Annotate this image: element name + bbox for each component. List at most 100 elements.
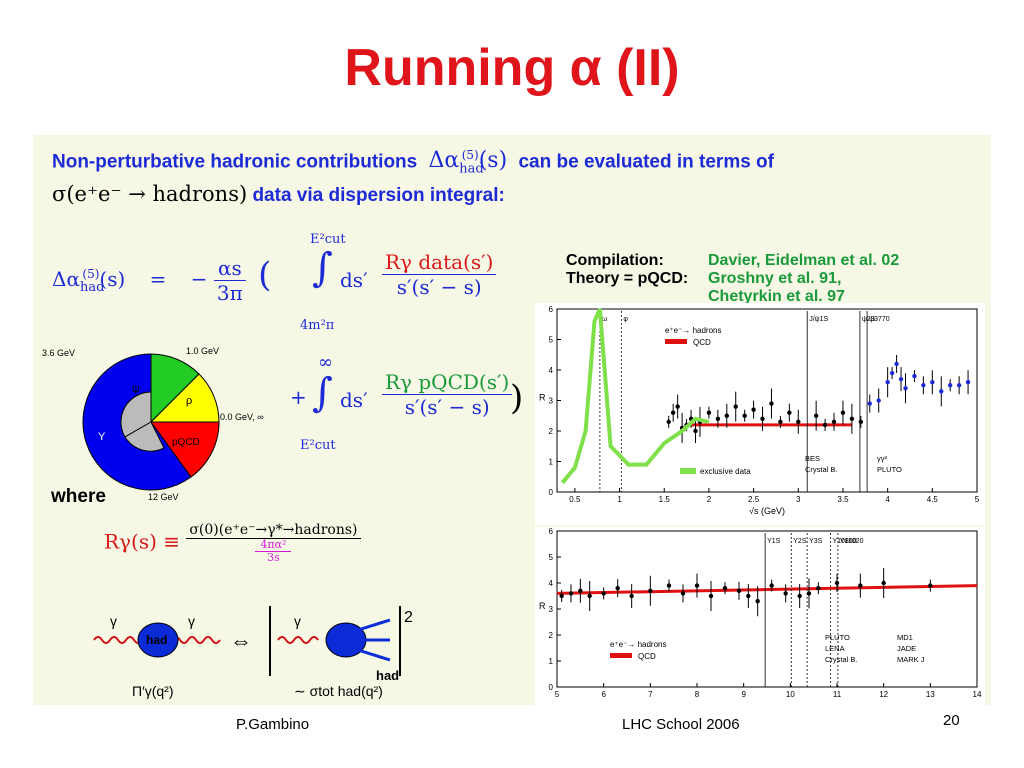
data-point (670, 410, 676, 415)
data-point (840, 410, 846, 415)
data-point (787, 410, 792, 415)
compilation-value: Davier, Eidelman et al. 02 (708, 252, 900, 269)
y-tick-label: 6 (549, 527, 554, 536)
plot-frame (556, 308, 978, 493)
intro-math-sub: had (459, 161, 484, 177)
int2-sign: ∫ (312, 370, 333, 416)
intro-line-2: σ(e⁺e⁻ → hadrons) data via dispersion in… (52, 182, 505, 207)
data-point (722, 586, 728, 591)
x-tick-label: 5 (975, 495, 980, 504)
legend-entry-data: e⁺e⁻→ hadrons (610, 640, 666, 649)
hadron-line-1 (357, 618, 391, 632)
data-point (816, 586, 821, 591)
data-point (947, 383, 953, 388)
legend-entry-data: e⁺e⁻→ hadrons (665, 326, 721, 335)
feynman-diagram: had γ γ ⇔ γ 2 had Π′γ(q²) ∼ σtot had(q²) (93, 606, 413, 699)
intro-math-delta: Δα (428, 148, 460, 174)
data-point (746, 593, 751, 599)
y-axis-label: R (539, 601, 546, 611)
data-point (736, 588, 742, 593)
resonance-label: Υ2S (793, 538, 807, 545)
x-tick-label: 14 (973, 690, 982, 699)
legend-entry-experiment: Crystal B. (825, 655, 858, 664)
data-point (680, 591, 686, 596)
data-point (813, 413, 819, 418)
dispersion-lhs: Δαhad(5)(s) = − αs 3π ( (52, 255, 271, 305)
data-point (939, 389, 944, 394)
x-tick-label: 13 (926, 690, 935, 699)
data-point (708, 593, 714, 599)
data-point (783, 591, 788, 596)
int2-fraction: Rγ pQCD(s′) s′(s′ − s) (382, 370, 513, 419)
intro-text-1: Non-perturbative hadronic contributions (52, 151, 418, 173)
data-point (693, 428, 698, 434)
data-point (889, 370, 895, 376)
data-point (822, 422, 828, 428)
hadron-line-3 (357, 648, 391, 662)
data-point (578, 588, 583, 593)
x-tick-label: 3.5 (837, 495, 849, 504)
resonance-label: φ (623, 316, 628, 323)
legend-entry-experiment: MD1 (897, 633, 913, 642)
intro-math: Δαhad(5)(s) (428, 148, 508, 177)
resonance-label: Υ10860 (832, 538, 856, 545)
intro-line-1: Non-perturbative hadronic contributions … (52, 148, 774, 177)
data-point (733, 404, 738, 409)
contribution-pie: ψ ρ pQCD Υ 3.6 GeV 1.0 GeV 0.0 GeV, ∞ 12… (42, 346, 264, 502)
resonance-label: J/ψ1S (809, 316, 828, 323)
x-axis-label: √s (GeV) (749, 506, 785, 516)
theory-value-1: Groshny et al. 91, (708, 270, 842, 287)
compilation-label: Compilation: (566, 252, 664, 269)
gamma-left: γ (110, 613, 117, 629)
x-tick-label: 7 (648, 690, 653, 699)
x-tick-label: 6 (601, 690, 606, 699)
pie-edge-label-1: 3.6 GeV (42, 348, 75, 358)
x-tick-label: 10 (786, 690, 795, 699)
open-paren: ( (258, 255, 272, 295)
data-point (769, 583, 774, 588)
data-point (921, 383, 926, 388)
pie-edge-label-4: 12 GeV (148, 492, 179, 502)
sigma-expression: σ(e⁺e⁻ → hadrons) (52, 182, 248, 206)
data-point (858, 419, 864, 425)
where-label: where (51, 486, 106, 507)
pie-label-rho: ρ (186, 395, 192, 407)
intro-text-2: can be evaluated in terms of (518, 151, 774, 173)
square-exponent: 2 (404, 609, 413, 626)
x-tick-label: 4 (885, 495, 890, 504)
pie-edge-label-2: 1.0 GeV (186, 346, 219, 356)
r-def-den-bot: 3s (267, 551, 280, 564)
r-data: Rγ data(s′) (382, 250, 497, 275)
data-point (568, 591, 574, 596)
legend-entry-experiment: BES (805, 454, 820, 463)
x-tick-label: 9 (741, 690, 746, 699)
had-blob-label: had (146, 633, 167, 647)
footer-author: P.Gambino (236, 716, 310, 733)
data-point (867, 401, 872, 406)
x-tick-label: 0.5 (569, 495, 581, 504)
lhs-delta: Δα (52, 267, 80, 291)
x-tick-label: 2 (707, 495, 712, 504)
had-blob (137, 622, 179, 658)
pie-inner-grey-2 (124, 421, 165, 452)
legend-swatch-qcd (610, 653, 632, 658)
gamma-third: γ (294, 613, 301, 629)
data-point (666, 583, 672, 588)
legend-entry-experiment: PLUTO (825, 633, 850, 642)
r-definition: Rγ(s) ≡ σ(0)(e⁺e⁻→γ*→hadrons) 4πα² 3s (104, 522, 361, 564)
int2-lower: E²cut (300, 438, 336, 453)
legend-swatch-exclusive (680, 468, 696, 474)
equiv-arrow: ⇔ (230, 628, 252, 653)
int2-ds: ds′ (340, 388, 368, 412)
y-tick-label: 0 (549, 683, 554, 692)
theory-value-2: Chetyrkin et al. 97 (708, 288, 845, 305)
x-tick-label: 12 (879, 690, 888, 699)
x-tick-label: 3 (796, 495, 801, 504)
x-tick-label: 1.5 (659, 495, 671, 504)
pie-slice-pqcd (150, 421, 220, 478)
int1-ds: ds′ (340, 268, 368, 292)
data-point (956, 383, 962, 388)
theory-label: Theory = pQCD: (566, 270, 689, 287)
data-point (876, 398, 881, 403)
y-tick-label: 1 (549, 458, 554, 467)
